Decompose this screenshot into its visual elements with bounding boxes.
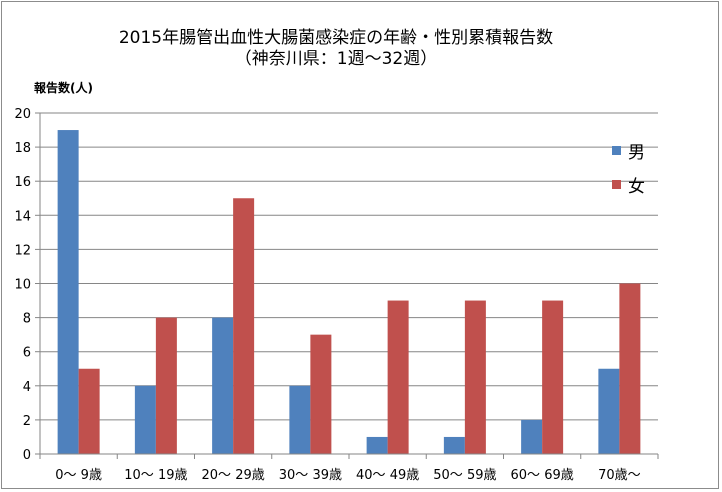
legend-swatch (612, 146, 621, 155)
bar-female-5 (464, 300, 486, 454)
bar-male-6 (521, 419, 543, 454)
bar-female-4 (387, 300, 409, 454)
bar-male-7 (598, 368, 620, 454)
y-tick-label: 4 (23, 380, 31, 395)
y-tick-label: 18 (14, 141, 31, 156)
x-tick-label: 30〜 39歳 (279, 468, 342, 483)
y-tick-label: 8 (23, 312, 31, 327)
y-tick-label: 6 (23, 346, 31, 361)
legend-label: 男 (628, 143, 645, 163)
chart-title: 2015年腸管出血性大腸菌感染症の年齢・性別累積報告数 (119, 28, 553, 48)
x-tick-label: 70歳〜 (598, 468, 641, 483)
y-tick-label: 2 (23, 414, 31, 429)
y-tick-label: 16 (14, 175, 31, 190)
bar-male-3 (289, 385, 311, 454)
x-tick-label: 20〜 29歳 (202, 468, 265, 483)
bar-female-2 (233, 198, 255, 454)
bar-female-3 (310, 334, 332, 454)
bar-male-1 (134, 385, 156, 454)
bars (57, 130, 641, 455)
legend-swatch (612, 180, 621, 189)
x-tick-label: 50〜 59歳 (433, 468, 496, 483)
bar-male-5 (443, 436, 465, 454)
gridlines (40, 112, 658, 421)
bar-female-6 (542, 300, 564, 454)
bar-female-1 (155, 317, 177, 454)
tick-labels: 0 2 4 6 8 10 12 14 16 18 20 0〜 9歳 10〜 19歳 20〜 29歳 30〜 … (14, 107, 640, 483)
bar-male-4 (366, 436, 388, 454)
x-tick-label: 0〜 9歳 (55, 468, 102, 483)
y-tick-label: 14 (14, 209, 31, 224)
x-tick-label: 10〜 19歳 (124, 468, 187, 483)
bar-male-0 (57, 130, 79, 455)
y-axis-label: 報告数(人) (34, 80, 93, 95)
legend: 男女 (612, 143, 645, 197)
legend-label: 女 (628, 177, 645, 197)
x-tick-label: 40〜 49歳 (356, 468, 419, 483)
y-tick-label: 12 (14, 243, 31, 258)
y-tick-label: 10 (14, 278, 31, 293)
y-tick-label: 20 (14, 107, 31, 122)
x-tick-label: 60〜 69歳 (511, 468, 574, 483)
axes (35, 112, 659, 459)
chart-subtitle: （神奈川県：1週〜32週） (235, 49, 437, 69)
y-tick-label: 0 (23, 448, 31, 463)
bar-male-2 (212, 317, 234, 454)
bar-female-0 (78, 368, 100, 454)
bar-female-7 (619, 283, 641, 454)
